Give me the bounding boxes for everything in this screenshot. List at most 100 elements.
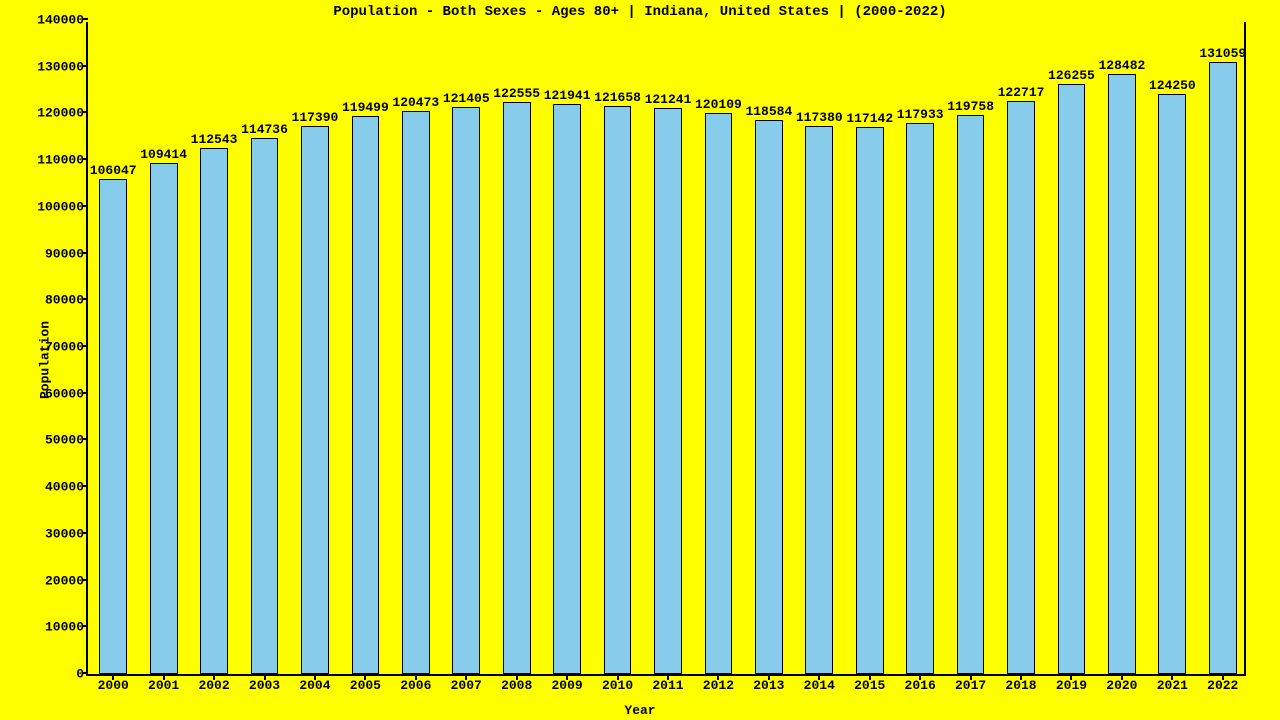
bar: 122555 (503, 102, 531, 675)
bar-slot: 1060472000 (88, 22, 138, 674)
bar-value-label: 118584 (745, 104, 792, 119)
bar-slot: 1219412009 (542, 22, 592, 674)
x-tick-label: 2014 (804, 678, 835, 693)
x-axis-label: Year (0, 703, 1280, 718)
bar-value-label: 124250 (1149, 78, 1196, 93)
y-tick-label: 140000 (28, 14, 88, 27)
bar-value-label: 119758 (947, 99, 994, 114)
y-tick-label: 60000 (28, 387, 88, 400)
bar-slot: 1197582017 (945, 22, 995, 674)
bar: 120109 (705, 113, 733, 674)
bar-value-label: 117933 (897, 107, 944, 122)
x-tick-label: 2006 (400, 678, 431, 693)
x-tick-label: 2003 (249, 678, 280, 693)
bar-value-label: 122555 (493, 86, 540, 101)
y-tick-label: 20000 (28, 574, 88, 587)
bar: 124250 (1158, 94, 1186, 674)
bar-value-label: 131059 (1199, 46, 1246, 61)
y-tick-label: 30000 (28, 527, 88, 540)
bar-slot: 1216582010 (592, 22, 642, 674)
bar-value-label: 112543 (191, 132, 238, 147)
bar-slot: 1171422015 (845, 22, 895, 674)
bar-value-label: 117380 (796, 110, 843, 125)
bar: 122717 (1007, 101, 1035, 674)
x-tick-label: 2011 (652, 678, 683, 693)
bar: 117390 (301, 126, 329, 674)
bar-slot: 1173902004 (290, 22, 340, 674)
bar: 126255 (1058, 84, 1086, 674)
bar-slot: 1225552008 (491, 22, 541, 674)
bar-value-label: 128482 (1098, 58, 1145, 73)
bar-slot: 1173802014 (794, 22, 844, 674)
bar-value-label: 109414 (140, 147, 187, 162)
bar: 128482 (1108, 74, 1136, 674)
bar: 120473 (402, 111, 430, 674)
bar-value-label: 119499 (342, 100, 389, 115)
x-tick-label: 2020 (1106, 678, 1137, 693)
y-tick-label: 130000 (28, 60, 88, 73)
bar-value-label: 121405 (443, 91, 490, 106)
bar: 106047 (99, 179, 127, 674)
bar-value-label: 117142 (846, 111, 893, 126)
y-tick-label: 40000 (28, 481, 88, 494)
bar-value-label: 126255 (1048, 68, 1095, 83)
bar-slot: 1147362003 (239, 22, 289, 674)
x-tick-label: 2016 (905, 678, 936, 693)
plot-area: 1060472000109414200111254320021147362003… (86, 22, 1246, 676)
y-tick-label: 120000 (28, 107, 88, 120)
x-tick-label: 2021 (1157, 678, 1188, 693)
x-tick-label: 2012 (703, 678, 734, 693)
bar: 109414 (150, 163, 178, 674)
x-tick-label: 2017 (955, 678, 986, 693)
x-tick-label: 2000 (98, 678, 129, 693)
y-tick-label: 90000 (28, 247, 88, 260)
bar-slot: 1227172018 (996, 22, 1046, 674)
x-tick-label: 2002 (198, 678, 229, 693)
bar-value-label: 120473 (392, 95, 439, 110)
x-tick-label: 2022 (1207, 678, 1238, 693)
x-tick-label: 2005 (350, 678, 381, 693)
bars-group: 1060472000109414200111254320021147362003… (88, 22, 1244, 674)
x-tick-label: 2015 (854, 678, 885, 693)
bar-slot: 1201092012 (693, 22, 743, 674)
bar: 114736 (251, 138, 279, 674)
x-tick-label: 2009 (552, 678, 583, 693)
bar: 119758 (957, 115, 985, 674)
x-tick-label: 2004 (299, 678, 330, 693)
bar: 121405 (452, 107, 480, 674)
y-tick-label: 0 (28, 668, 88, 681)
bar-value-label: 121241 (645, 92, 692, 107)
x-tick-label: 2001 (148, 678, 179, 693)
bar: 117380 (805, 126, 833, 674)
x-tick-label: 2019 (1056, 678, 1087, 693)
bar-slot: 1185842013 (744, 22, 794, 674)
bar-slot: 1125432002 (189, 22, 239, 674)
y-tick-label: 100000 (28, 200, 88, 213)
y-tick-label: 70000 (28, 341, 88, 354)
bar: 121658 (604, 106, 632, 674)
x-tick-label: 2013 (753, 678, 784, 693)
bar-slot: 1310592022 (1198, 22, 1248, 674)
bar-value-label: 120109 (695, 97, 742, 112)
bar-value-label: 106047 (90, 163, 137, 178)
y-tick-label: 110000 (28, 154, 88, 167)
bar-value-label: 121941 (544, 88, 591, 103)
bar-slot: 1094142001 (138, 22, 188, 674)
x-tick-label: 2018 (1005, 678, 1036, 693)
bar-slot: 1214052007 (441, 22, 491, 674)
bar: 131059 (1209, 62, 1237, 674)
bar-slot: 1284822020 (1097, 22, 1147, 674)
chart-container: Population - Both Sexes - Ages 80+ | Ind… (0, 0, 1280, 720)
bar-slot: 1204732006 (391, 22, 441, 674)
bar: 119499 (352, 116, 380, 674)
y-tick-label: 10000 (28, 621, 88, 634)
y-tick-label: 80000 (28, 294, 88, 307)
bar-slot: 1212412011 (643, 22, 693, 674)
bar-value-label: 114736 (241, 122, 288, 137)
bar-slot: 1179332016 (895, 22, 945, 674)
bar-slot: 1194992005 (340, 22, 390, 674)
bar-value-label: 122717 (998, 85, 1045, 100)
bar: 117142 (856, 127, 884, 674)
bar: 118584 (755, 120, 783, 674)
bar-slot: 1242502021 (1147, 22, 1197, 674)
